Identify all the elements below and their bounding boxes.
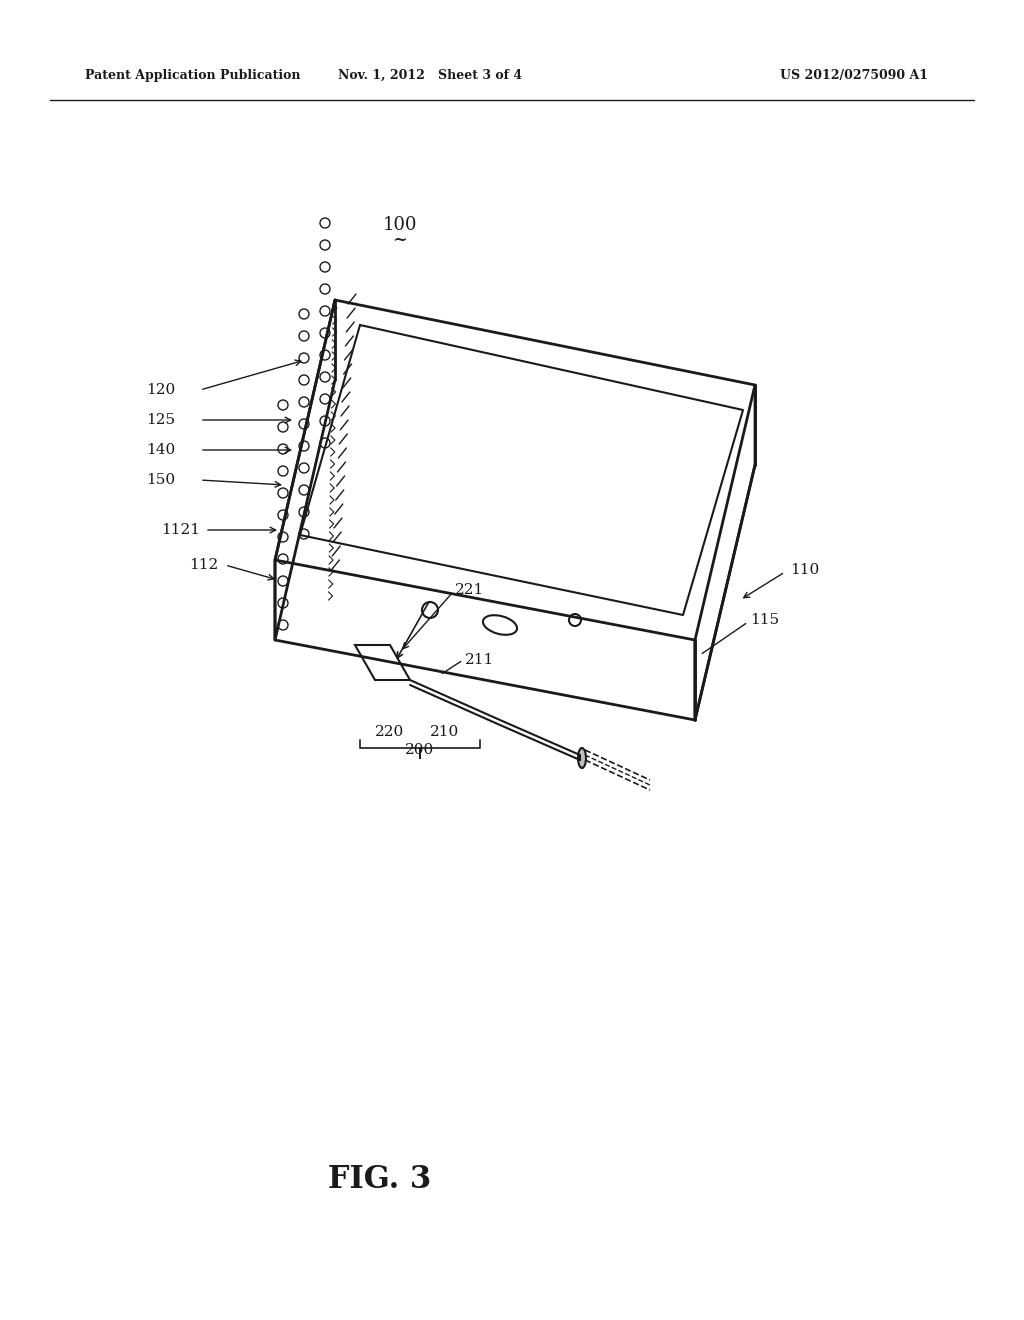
Text: FIG. 3: FIG. 3 xyxy=(329,1164,432,1196)
Text: 200: 200 xyxy=(406,743,434,756)
Text: 112: 112 xyxy=(188,558,218,572)
Text: 140: 140 xyxy=(145,444,175,457)
Text: 1121: 1121 xyxy=(161,523,200,537)
Text: ~: ~ xyxy=(392,231,408,249)
Text: 125: 125 xyxy=(145,413,175,426)
Text: Nov. 1, 2012   Sheet 3 of 4: Nov. 1, 2012 Sheet 3 of 4 xyxy=(338,69,522,82)
Text: 221: 221 xyxy=(455,583,484,597)
Text: Patent Application Publication: Patent Application Publication xyxy=(85,69,300,82)
Text: 100: 100 xyxy=(383,216,417,234)
Text: US 2012/0275090 A1: US 2012/0275090 A1 xyxy=(780,69,928,82)
Text: 211: 211 xyxy=(465,653,495,667)
Text: 210: 210 xyxy=(430,725,460,739)
Text: 110: 110 xyxy=(790,564,819,577)
Text: 150: 150 xyxy=(145,473,175,487)
Text: 220: 220 xyxy=(376,725,404,739)
Text: 120: 120 xyxy=(145,383,175,397)
Text: 115: 115 xyxy=(750,612,779,627)
Ellipse shape xyxy=(578,748,586,768)
